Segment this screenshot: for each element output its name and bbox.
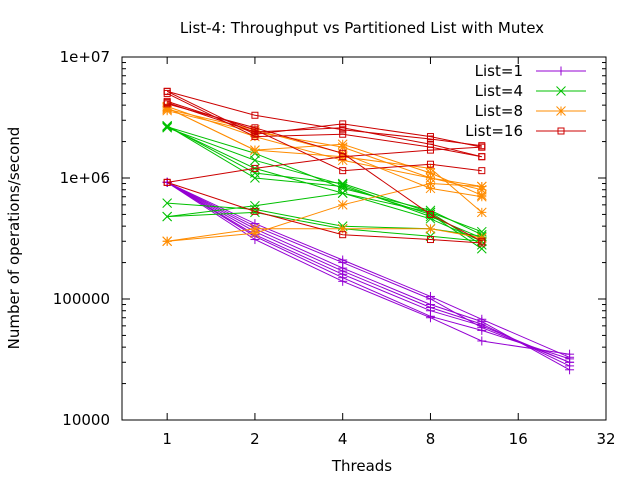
series-1-line-2 [166,181,570,360]
series-1-line-6-point-5 [477,323,487,333]
legend: List=1 List=4 List=8 List=16 [465,62,586,140]
series-1 [162,177,575,375]
series-3-line-5-point-2 [250,145,260,155]
series-4-line-7-point-5 [478,237,486,245]
y-tick-label-1: 10000 [62,411,110,429]
series-4-line-6-point-3 [339,231,347,239]
legend-item-4: List=16 [465,122,586,140]
series-4 [163,87,486,247]
series-1-line-7-point-3 [338,255,348,265]
series-2-line-6-point-3 [337,188,348,198]
series-3-line-2-point-3 [337,199,348,210]
series-1-line-5-point-6 [565,365,575,375]
series-3-line-4-point-3 [337,139,348,150]
series-1-line-3 [166,181,570,363]
series-4-line-8-point-2 [251,133,259,141]
series-1-line-6 [166,181,570,363]
series-2-line-3-point-1 [162,211,173,222]
series-1-line-7-point-6 [565,352,575,362]
legend-item-1: List=1 [475,62,586,80]
legend-marker-1 [556,66,566,76]
series-4-line-7-point-4 [426,210,434,218]
series-1-line-7-point-5 [477,314,487,324]
legend-label-3: List=8 [475,102,523,120]
series-1-line-7 [166,181,570,358]
x-tick-label-6: 32 [596,430,615,448]
series-3-line-5-point-5 [476,207,487,218]
x-tick-label-2: 2 [250,430,260,448]
series-3-line-6-point-5 [476,191,487,202]
chart-title: List-4: Throughput vs Partitioned List w… [180,19,544,37]
x-tick-label-4: 8 [426,430,436,448]
series-2-line-1-point-1 [162,198,173,208]
series-2-line-8-point-1 [162,122,173,133]
series-4-line-8-point-1 [163,89,171,97]
y-tick-label-4: 1e+07 [60,48,110,66]
y-tick-label-3: 1e+06 [60,169,110,187]
legend-marker-4 [557,127,565,135]
legend-label-4: List=16 [465,122,523,140]
series-4-line-8-point-4 [426,143,434,151]
series-1-line-7-point-4 [425,291,435,301]
plot-layer [162,87,575,375]
series-1-line-4 [166,181,570,367]
series-4-line-8 [166,92,482,158]
series-2-line-8-point-2 [250,155,260,166]
x-axis-label: Threads [331,457,392,475]
series-4-line-2-point-3 [339,120,347,128]
plot-frame [121,56,607,421]
series-3-line-7-point-4 [425,173,436,183]
series-4-line-7-point-1 [163,100,171,108]
series-1-line-1-point-5 [477,336,487,346]
series-4-line-8-point-3 [339,130,347,138]
series-2-line-8-point-3 [337,179,348,190]
series-2-line-4-point-2 [250,173,260,183]
series-4-line-4-point-4 [426,160,434,168]
legend-label-2: List=4 [475,82,523,100]
y-axis-label: Number of operations/second [5,127,23,350]
series-1-line-1 [166,181,570,355]
series-3-line-2-point-1 [162,236,173,247]
series-3-line-2-point-2 [250,228,260,239]
series-4-line-6-point-4 [426,236,434,244]
series-4-line-7 [167,103,483,242]
y-tick-label-2: 100000 [53,290,110,308]
series-4-line-2-point-4 [426,133,434,141]
series-4-line-6 [167,181,482,244]
series-1-line-5 [166,181,570,371]
legend-item-3: List=8 [475,102,586,120]
legend-marker-3 [556,106,566,116]
series-2-line-5-point-3 [337,178,348,189]
series-3-line-7-point-5 [476,184,487,195]
series-4-line-4-point-3 [339,167,347,175]
series-4-line-7-point-3 [339,149,347,157]
legend-item-2: List=4 [475,82,586,100]
series-3-line-6-point-4 [425,183,436,194]
series-4-line-6-point-2 [251,207,259,215]
x-tick-label-5: 16 [509,430,528,448]
series-4-line-1-point-2 [251,111,259,119]
series-4-line-4-point-5 [478,167,486,175]
series-2-line-7-point-1 [162,121,173,132]
legend-label-1: List=1 [475,62,523,80]
series-4-line-5-point-5 [478,143,486,151]
series-4-line-8-point-5 [478,153,486,161]
series-4-line-6-point-1 [163,178,171,186]
x-tick-label-3: 4 [338,430,348,448]
legend-marker-2 [556,86,566,96]
x-tick-label-1: 1 [162,430,172,448]
tick-layer: 1 2 4 8 16 32 10000 100000 1e+06 1e+07 [53,48,616,448]
series-3-line-1-point-4 [425,223,436,234]
series-4-line-1 [167,90,482,147]
series-4-line-7-point-2 [251,124,259,132]
series-4-line-5-point-2 [251,164,259,172]
